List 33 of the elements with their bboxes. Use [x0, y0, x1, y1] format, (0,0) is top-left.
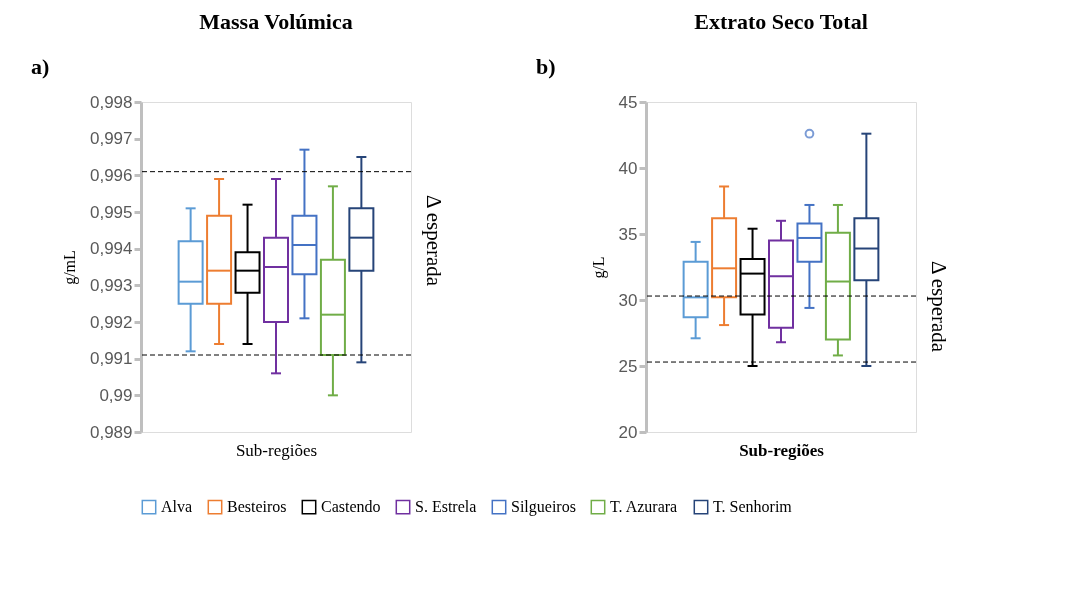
legend-label: S. Estrela [415, 498, 477, 516]
y-tick-label: 0,994 [89, 239, 133, 259]
y-tick-label: 20 [618, 422, 638, 442]
y-axis-title: g/mL [60, 250, 79, 285]
y-tick-label: 30 [618, 290, 638, 310]
chart-title: Extrato Seco Total [694, 9, 868, 34]
text: a) [31, 54, 50, 79]
y-tick-label: 40 [618, 158, 638, 178]
legend-label: Silgueiros [511, 498, 576, 517]
legend-label: Besteiros [227, 498, 287, 516]
y-tick-label: 0,99 [99, 385, 133, 405]
y-tick-label: 0,993 [89, 275, 133, 295]
y-tick-label: 0,992 [89, 312, 133, 332]
y-tick-label: 0,996 [89, 165, 133, 185]
chart-title: Massa Volúmica [199, 9, 353, 34]
y-tick-label: 25 [618, 356, 638, 376]
text: b) [536, 54, 556, 79]
y-tick-label: 0,989 [89, 422, 133, 442]
y-tick-label: 0,997 [89, 129, 133, 149]
y-tick-label: 45 [618, 92, 638, 112]
y-tick-label: 35 [618, 224, 638, 244]
y-tick-label: 0,991 [89, 349, 133, 369]
legend-label: Alva [161, 498, 193, 516]
y-tick-label: 0,995 [89, 202, 133, 222]
y-tick-label: 0,998 [89, 92, 133, 112]
x-axis-title: Sub-regiões [739, 440, 825, 460]
legend-label: T. Azurara [610, 498, 678, 516]
text: Δ esperada [422, 195, 446, 287]
x-axis-title: Sub-regiões [235, 440, 318, 460]
text: Δ esperada [927, 261, 951, 353]
legend-label: T. Senhorim [713, 498, 793, 516]
legend-label: Castendo [321, 498, 381, 516]
y-axis-title: g/L [589, 256, 608, 279]
